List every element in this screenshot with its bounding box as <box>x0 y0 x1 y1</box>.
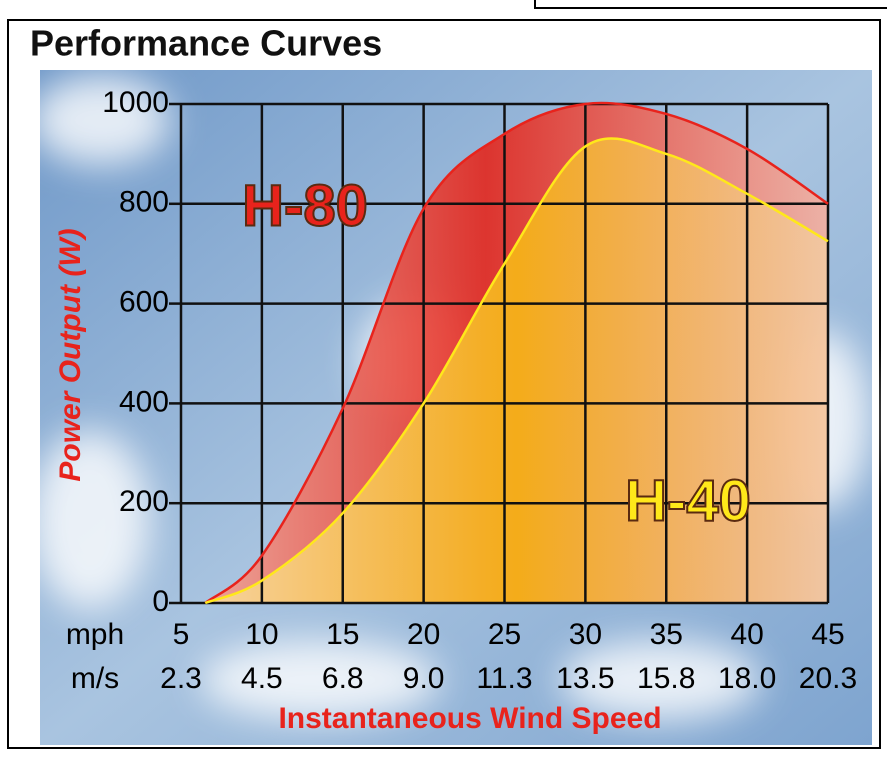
x-axis-label: Instantaneous Wind Speed <box>278 702 661 735</box>
x2-tick-label: 20.3 <box>799 662 857 695</box>
y-tick-label: 1000 <box>102 86 169 119</box>
x-tick-label: 15 <box>326 618 359 651</box>
x2-tick-label: 11.3 <box>476 662 532 695</box>
x-tick-label: 20 <box>407 618 440 651</box>
series-label: H-80 <box>242 173 368 238</box>
chart-title: Performance Curves <box>30 23 382 64</box>
x2-tick-label: 15.8 <box>637 662 695 695</box>
x-tick-label: 5 <box>173 618 190 651</box>
frame-line <box>534 0 887 9</box>
y-axis-label: Power Output (W) <box>54 228 87 481</box>
y-tick-label: 0 <box>152 585 169 618</box>
x-tick-label: 25 <box>488 618 521 651</box>
series-label: H-40 <box>625 468 751 533</box>
y-tick-label: 800 <box>119 186 169 219</box>
x2-unit-label: m/s <box>71 662 119 695</box>
x2-tick-label: 18.0 <box>718 662 776 695</box>
y-tick-label: 200 <box>119 485 169 518</box>
x-tick-label: 30 <box>569 618 602 651</box>
x-tick-label: 10 <box>245 618 278 651</box>
x2-tick-label: 9.0 <box>403 662 445 695</box>
area <box>205 138 828 603</box>
series-line <box>204 101 829 604</box>
y-tick-label: 600 <box>119 286 169 319</box>
x-tick-label: 45 <box>811 618 844 651</box>
x2-tick-label: 4.5 <box>241 662 283 695</box>
x2-tick-label: 6.8 <box>322 662 364 695</box>
series-line <box>204 137 829 605</box>
x-tick-label: 35 <box>650 618 683 651</box>
x2-tick-label: 13.5 <box>556 662 614 695</box>
y-tick-label: 400 <box>119 385 169 418</box>
x2-tick-label: 2.3 <box>160 662 202 695</box>
x-unit-label: mph <box>66 618 124 651</box>
x-tick-label: 40 <box>730 618 763 651</box>
